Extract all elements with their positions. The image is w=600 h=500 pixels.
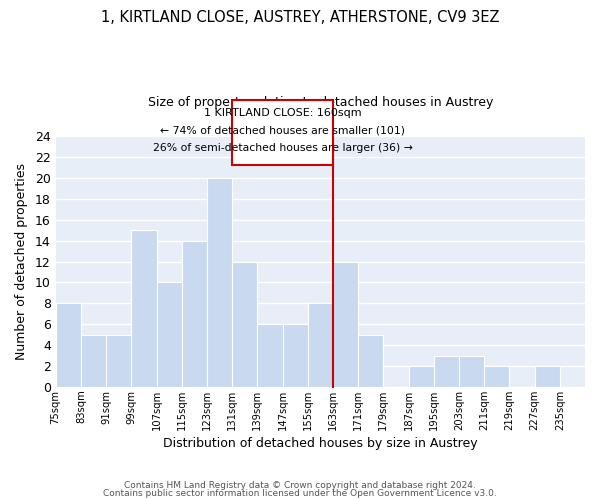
Text: ← 74% of detached houses are smaller (101): ← 74% of detached houses are smaller (10… (160, 126, 405, 136)
Bar (56, 304, 81, 387)
Bar (484, 366, 509, 387)
Bar (535, 366, 560, 387)
FancyBboxPatch shape (232, 100, 333, 166)
Bar (257, 324, 283, 387)
Bar (131, 230, 157, 387)
Bar (409, 366, 434, 387)
Bar (81, 334, 106, 387)
Bar (106, 334, 131, 387)
X-axis label: Distribution of detached houses by size in Austrey: Distribution of detached houses by size … (163, 437, 478, 450)
Text: Contains public sector information licensed under the Open Government Licence v3: Contains public sector information licen… (103, 488, 497, 498)
Text: 26% of semi-detached houses are larger (36) →: 26% of semi-detached houses are larger (… (152, 144, 412, 154)
Bar (434, 356, 459, 387)
Bar (333, 262, 358, 387)
Y-axis label: Number of detached properties: Number of detached properties (15, 163, 28, 360)
Bar (207, 178, 232, 387)
Text: Contains HM Land Registry data © Crown copyright and database right 2024.: Contains HM Land Registry data © Crown c… (124, 481, 476, 490)
Text: 1, KIRTLAND CLOSE, AUSTREY, ATHERSTONE, CV9 3EZ: 1, KIRTLAND CLOSE, AUSTREY, ATHERSTONE, … (101, 10, 499, 25)
Bar (157, 282, 182, 387)
Bar (358, 334, 383, 387)
Bar (182, 240, 207, 387)
Text: 1 KIRTLAND CLOSE: 160sqm: 1 KIRTLAND CLOSE: 160sqm (204, 108, 361, 118)
Bar (459, 356, 484, 387)
Title: Size of property relative to detached houses in Austrey: Size of property relative to detached ho… (148, 96, 493, 108)
Bar (232, 262, 257, 387)
Bar (308, 304, 333, 387)
Bar (283, 324, 308, 387)
